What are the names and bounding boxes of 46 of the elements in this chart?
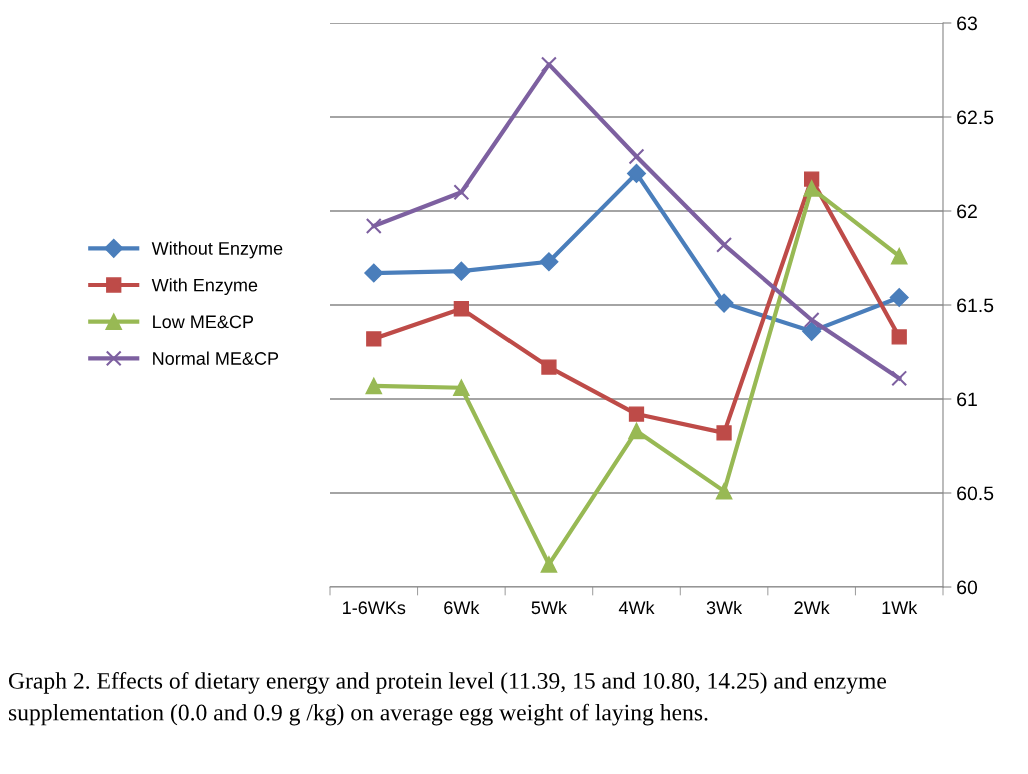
- x-tick-label: 1Wk: [882, 600, 918, 614]
- legend-label: With Enzyme: [151, 278, 258, 296]
- point: [628, 148, 645, 165]
- y-tick-label: 61.5: [957, 298, 994, 313]
- point: [451, 261, 471, 281]
- point: [626, 163, 647, 183]
- point: [803, 312, 820, 329]
- legend-label: Without Enzyme: [151, 241, 283, 259]
- x-tick-label: 6Wk: [444, 600, 480, 615]
- point: [628, 406, 645, 422]
- y-tick-label: 63: [957, 16, 977, 31]
- point: [803, 180, 820, 197]
- y-tick-label: 61: [957, 392, 977, 407]
- point: [802, 321, 822, 341]
- point: [715, 482, 733, 500]
- y-tick-label: 62.5: [957, 110, 994, 125]
- point: [540, 556, 558, 573]
- legend-label: Normal ME&CP: [153, 351, 279, 365]
- point: [365, 218, 382, 235]
- point: [890, 247, 908, 265]
- point: [366, 331, 382, 347]
- point: [716, 236, 733, 253]
- x-tick-label: 2Wk: [794, 600, 830, 614]
- point: [891, 370, 908, 387]
- point: [453, 184, 470, 201]
- point: [714, 293, 734, 313]
- point: [540, 56, 557, 73]
- caption: Graph 2. Effects of dietary energy and protein level (11.39, 15 and 10.80, 14.25) and enzyme supplementation (0.0 and 0.9 g /kg) on average egg weight of laying hens.: [8, 672, 887, 726]
- point: [453, 379, 470, 397]
- point: [364, 263, 384, 283]
- x-tick-label: 5Wk: [531, 600, 568, 615]
- point: [891, 329, 907, 345]
- point: [365, 377, 383, 395]
- y-tick-label: 60.5: [957, 486, 994, 501]
- point: [628, 422, 645, 440]
- x-tick-label: 3Wk: [706, 600, 743, 615]
- x-tick-label: 1-6WKs: [343, 601, 406, 615]
- point: [889, 287, 909, 308]
- y-tick-label: 60: [957, 580, 978, 595]
- x-tick-label: 4Wk: [618, 600, 655, 614]
- point: [539, 252, 559, 272]
- point: [453, 301, 469, 317]
- legend-label: Low ME&CP: [153, 315, 254, 329]
- y-tick-label: 62: [957, 204, 977, 219]
- point: [541, 359, 557, 375]
- point: [716, 425, 732, 441]
